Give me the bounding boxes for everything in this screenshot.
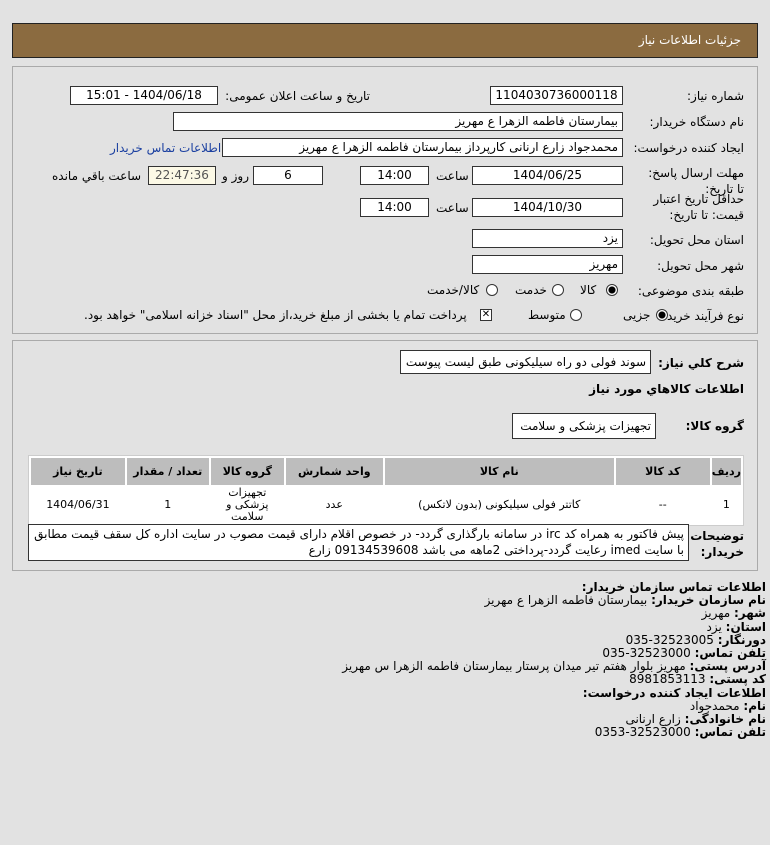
category-label: طبقه بندی موضوعی:: [637, 284, 744, 298]
goods-heading: اطلاعات کالاهاي مورد نیاز: [589, 382, 744, 396]
creator-phone-value: 32523000-0353: [594, 725, 691, 740]
desc-label: توضیحات خریدار:: [690, 529, 744, 559]
validity-label: حداقل تاریخ اعتبار قیمت: تا تاریخ:: [653, 192, 744, 222]
validity-time-label: ساعت: [436, 201, 469, 215]
summary-field: سوند فولی دو راه سیلیکونی طبق لیست پیوست: [400, 350, 651, 374]
address-value: مهریز بلوار هفتم تیر میدان پرستار بیمارس…: [342, 659, 686, 674]
fax-value: 32523005-035: [625, 632, 714, 647]
cell-name: کاتتر فولی سیلیکونی (بدون لاتکس): [384, 487, 614, 523]
city-label2: شهر:: [734, 606, 766, 621]
validity-time-field: 14:00: [360, 198, 429, 217]
announce-label: تاریخ و ساعت اعلان عمومی:: [225, 89, 370, 103]
deadline-label: مهلت ارسال پاسخ: تا تاریخ:: [648, 166, 744, 196]
col-unit: واحد شمارش: [285, 458, 383, 485]
buyer-contact-link[interactable]: اطلاعات تماس خریدار: [110, 141, 222, 155]
page-title: جزئیات اطلاعات نیاز: [638, 33, 741, 47]
category-goods-label: کالا: [580, 283, 597, 297]
province-label: استان محل تحویل:: [649, 233, 744, 247]
category-both-label: کالا/خدمت: [427, 283, 480, 297]
cell-qty: 1: [126, 487, 209, 523]
city-label: شهر محل تحویل:: [657, 259, 744, 273]
deadline-time-field: 14:00: [360, 166, 429, 185]
cell-unit: عدد: [285, 487, 383, 523]
cell-row: 1: [711, 487, 741, 523]
creator-phone-label: تلفن تماس:: [694, 725, 766, 740]
category-both-radio[interactable]: [486, 284, 498, 296]
payment-note: پرداخت تمام یا بخشی از مبلغ خرید،از محل …: [84, 308, 467, 322]
validity-date-field: 1404/10/30: [472, 198, 623, 217]
phone-value: 32523000-035: [602, 646, 691, 661]
col-name: نام کالا: [384, 458, 614, 485]
province-value: یزد: [706, 619, 722, 634]
province-field: یزد: [472, 229, 623, 248]
remaining-label: ساعت باقي مانده: [52, 169, 142, 183]
org-value: بیمارستان فاطمه الزهرا ع مهریز: [484, 593, 648, 608]
postal-value: 8981853113: [629, 672, 706, 687]
address-label: آدرس پستی:: [689, 659, 766, 674]
contact-info: اطلاعات تماس سازمان خریدار: نام سازمان خ…: [342, 580, 766, 740]
announce-field: 1404/06/18 - 15:01: [70, 86, 218, 105]
page-header: جزئیات اطلاعات نیاز: [12, 23, 758, 58]
col-date: تاریخ نیاز: [31, 458, 125, 485]
desc-field: پیش فاکتور به همراه کد irc در سامانه بار…: [28, 524, 689, 561]
table-row: 1 -- کاتتر فولی سیلیکونی (بدون لاتکس) عد…: [31, 487, 741, 523]
name-value: محمدجواد: [689, 698, 740, 713]
process-small-radio[interactable]: [656, 309, 668, 321]
col-group: گروه کالا: [210, 458, 284, 485]
city-field: مهریز: [472, 255, 623, 274]
treasury-checkbox[interactable]: ✕: [480, 309, 492, 321]
province-label2: استان:: [725, 619, 766, 634]
creator-heading: اطلاعات ایجاد کننده درخواست:: [582, 685, 766, 700]
deadline-date-field: 1404/06/25: [472, 166, 623, 185]
group-field: تجهیزات پزشکی و سلامت: [512, 413, 656, 439]
creator-label: ایجاد کننده درخواست:: [633, 141, 744, 155]
name-label: نام:: [743, 698, 766, 713]
buyer-field: بیمارستان فاطمه الزهرا ع مهریز: [173, 112, 623, 131]
table-header-row: ردیف کد کالا نام کالا واحد شمارش گروه کا…: [31, 458, 741, 485]
family-value: زارع ارنانی: [625, 712, 681, 727]
days-label: روز و: [222, 169, 249, 183]
process-medium-radio[interactable]: [570, 309, 582, 321]
postal-label: کد پستی:: [709, 672, 766, 687]
city-value: مهریز: [701, 606, 731, 621]
category-service-label: خدمت: [515, 283, 547, 297]
family-label: نام خانوادگی:: [684, 712, 766, 727]
process-small-label: جزیی: [623, 308, 651, 322]
col-qty: تعداد / مقدار: [126, 458, 209, 485]
cell-group: تجهیزات پزشکی و سلامت: [210, 487, 284, 523]
col-row: ردیف: [711, 458, 741, 485]
process-label: نوع فرآیند خرید :: [659, 309, 744, 323]
cell-code: --: [615, 487, 710, 523]
phone-label: تلفن تماس:: [694, 646, 766, 661]
buyer-label: نام دستگاه خریدار:: [649, 115, 745, 129]
need-number-label: شماره نیاز:: [687, 89, 744, 103]
days-field: 6: [253, 166, 323, 185]
summary-label: شرح کلي نیاز:: [658, 356, 744, 370]
category-goods-radio[interactable]: [606, 284, 618, 296]
contact-heading: اطلاعات تماس سازمان خریدار:: [581, 580, 766, 594]
process-medium-label: متوسط: [528, 308, 566, 322]
fax-label: دورنگار:: [717, 632, 766, 647]
need-number-field: 1104030736000118: [490, 86, 623, 105]
col-code: کد کالا: [615, 458, 710, 485]
goods-table: ردیف کد کالا نام کالا واحد شمارش گروه کا…: [28, 455, 744, 526]
deadline-time-label: ساعت: [436, 169, 469, 183]
cell-date: 1404/06/31: [31, 487, 125, 523]
category-service-radio[interactable]: [552, 284, 564, 296]
remaining-time-field: 22:47:36: [148, 166, 216, 185]
org-label: نام سازمان خریدار:: [651, 593, 766, 608]
creator-field: محمدجواد زارع ارنانی کارپرداز بیمارستان …: [222, 138, 623, 157]
group-label: گروه کالا:: [685, 419, 744, 433]
